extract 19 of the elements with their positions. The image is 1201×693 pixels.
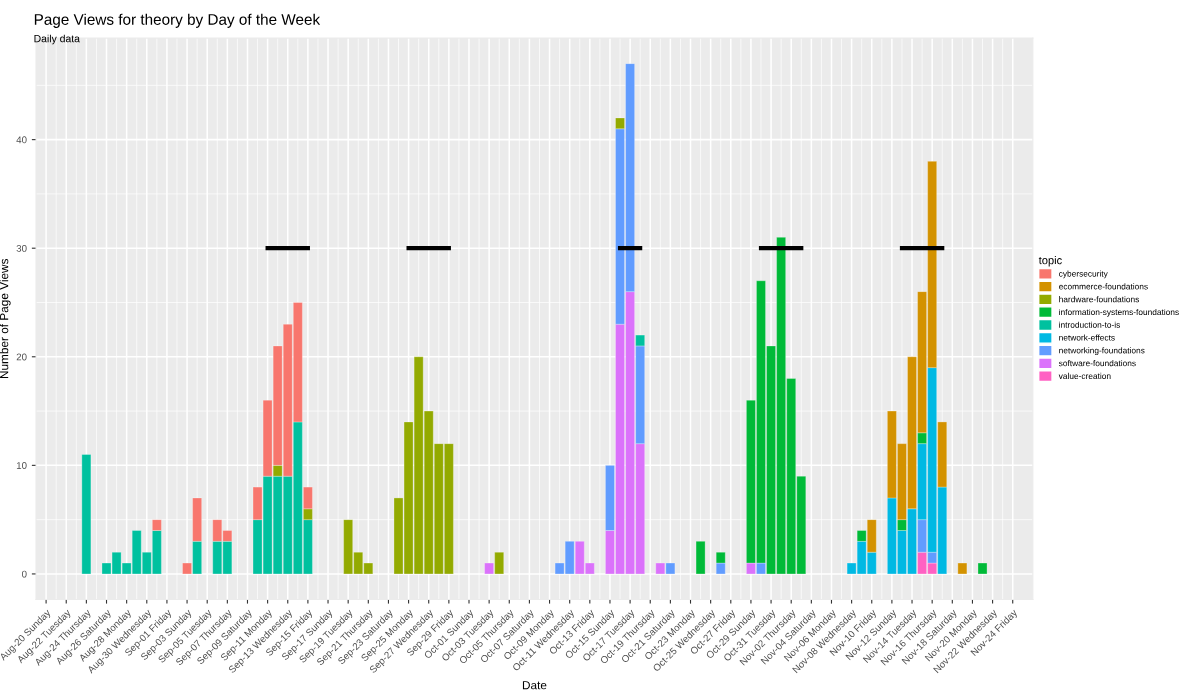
y-axis-title: Number of Page Views [0,258,11,379]
y-tick-label: 30 [16,244,27,252]
y-tick-label: 40 [16,136,27,144]
legend-title: topic [1038,256,1062,267]
legend-label: network-effects [1059,334,1115,341]
legend-label: software-foundations [1058,360,1136,367]
chart-title: Page Views for theory by Day of the Week [34,13,321,28]
chart-subtitle: Daily data [34,34,80,45]
y-tick-label: 0 [21,570,27,578]
legend-label: value-creation [1058,372,1111,379]
legend-label: hardware-foundations [1059,296,1139,303]
x-axis-title: Date [522,681,547,690]
legend-label: ecommerce-foundations [1059,283,1148,290]
legend-label: networking-foundations [1059,347,1145,356]
legend-label: cybersecurity [1059,270,1108,279]
legend-label: introduction-to-is [1059,321,1120,328]
y-tick-label: 20 [16,353,27,361]
y-tick-label: 10 [16,462,27,469]
legend-label: information-systems-foundations [1059,308,1179,317]
